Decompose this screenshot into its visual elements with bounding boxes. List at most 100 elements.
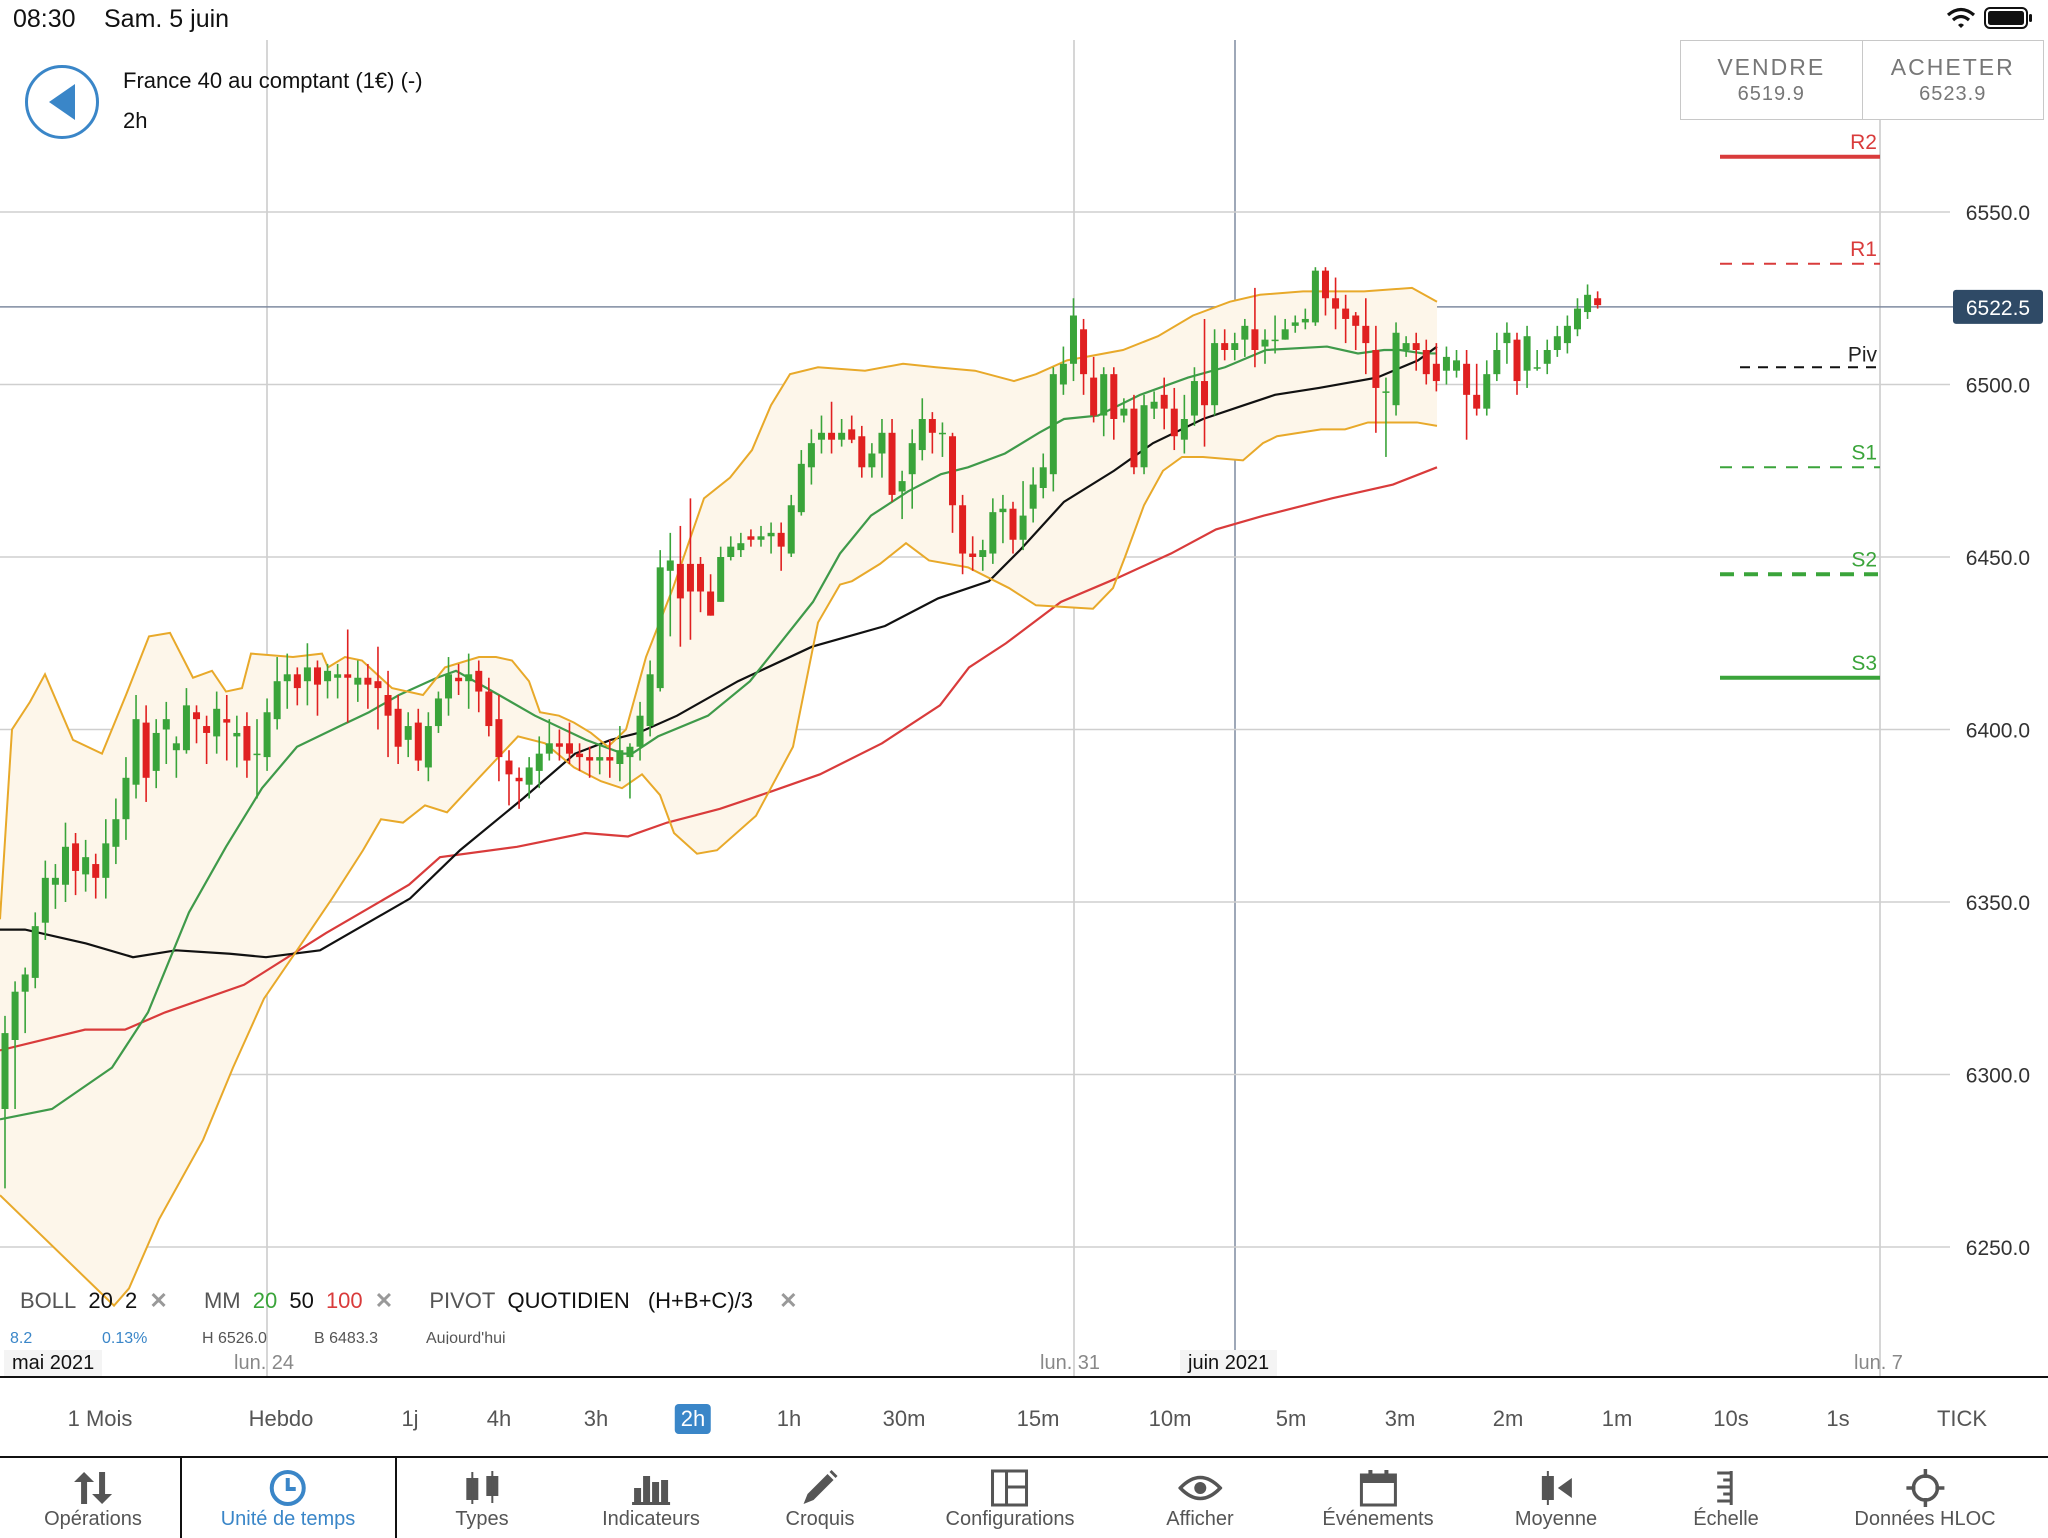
buy-label: ACHETER	[1890, 54, 2015, 80]
tab-sketch-label: Croquis	[785, 1508, 855, 1530]
candle	[787, 494, 795, 557]
tf-2h[interactable]: 2h	[674, 1404, 712, 1434]
candle	[908, 429, 916, 509]
tf-3m[interactable]: 3m	[1384, 1406, 1416, 1431]
candle	[918, 398, 926, 461]
candle	[858, 425, 866, 478]
tf-10m[interactable]: 10m	[1148, 1406, 1192, 1431]
candle	[777, 522, 785, 571]
candle	[1130, 394, 1138, 475]
candle	[1483, 360, 1491, 416]
tab-events[interactable]: Événements	[1322, 1458, 1434, 1538]
candle	[1442, 346, 1450, 385]
candle	[152, 719, 160, 789]
indicator-lines	[0, 286, 1438, 1308]
tab-indicators-label: Indicateurs	[602, 1508, 700, 1530]
candle	[122, 757, 130, 840]
sell-button[interactable]: VENDRE 6519.9	[1681, 41, 1862, 119]
tf-1m[interactable]: 1m	[1601, 1406, 1633, 1431]
candle	[1362, 298, 1370, 375]
tf-1h[interactable]: 1h	[776, 1406, 802, 1431]
ma20-line	[0, 345, 1437, 1121]
tf-tick[interactable]: TICK	[1936, 1406, 1988, 1431]
candle	[807, 429, 815, 485]
tab-display[interactable]: Afficher	[1166, 1458, 1234, 1538]
price-chart[interactable]: R2 R1 Piv S1 S2 S3 6550.0 6500.0 6450.0 6400.0 63…	[0, 0, 2048, 1376]
tab-sketch[interactable]: Croquis	[785, 1458, 855, 1538]
tf-3h[interactable]: 3h	[583, 1406, 609, 1431]
tf-30m[interactable]: 30m	[882, 1406, 926, 1431]
remove-pivot-icon[interactable]: ✕	[779, 1288, 798, 1313]
tf-4h[interactable]: 4h	[486, 1406, 512, 1431]
mm-label[interactable]: MM	[203, 1288, 241, 1313]
candle	[1563, 315, 1571, 354]
tf-15m[interactable]: 15m	[1016, 1406, 1060, 1431]
candle	[1372, 325, 1380, 433]
back-button[interactable]	[25, 65, 99, 139]
candle	[828, 401, 836, 454]
candle	[475, 660, 483, 713]
candle	[193, 705, 201, 744]
candle	[1573, 298, 1581, 337]
candle	[525, 757, 533, 799]
candle	[1382, 377, 1390, 457]
tab-configurations[interactable]: Configurations	[946, 1458, 1074, 1538]
tab-events-label: Événements	[1322, 1508, 1434, 1530]
pivot-label-r2: R2	[1850, 131, 1877, 154]
candle	[717, 546, 725, 602]
candle	[989, 498, 997, 564]
price-tick: 6450.0	[1966, 547, 2030, 570]
date-label-june: juin 2021	[1180, 1350, 1278, 1377]
tab-hloc[interactable]: Données HLOC	[1854, 1458, 1996, 1538]
buy-price: 6523.9	[1919, 83, 1987, 105]
candle	[495, 695, 503, 782]
remove-boll-icon[interactable]: ✕	[149, 1288, 168, 1313]
candle	[1150, 391, 1158, 419]
tf-1s[interactable]: 1s	[1826, 1406, 1850, 1431]
boll-label[interactable]: BOLL	[20, 1288, 77, 1313]
candle	[1493, 332, 1501, 382]
current-price-badge	[1953, 289, 2043, 324]
candle	[969, 536, 977, 571]
indicator-legend: BOLL 20 2 ✕ MM 20 50 100 ✕ PIVOT QUOTIDI…	[20, 1288, 828, 1314]
pivot-label[interactable]: PIVOT	[429, 1288, 496, 1313]
candle	[959, 494, 967, 575]
candle	[1291, 315, 1299, 333]
candle	[1069, 298, 1077, 382]
candle	[223, 695, 231, 761]
tab-types[interactable]: Types	[455, 1458, 509, 1538]
candle	[394, 695, 402, 764]
divider	[0, 1376, 2048, 1378]
candle	[535, 736, 543, 789]
date-label-24: lun. 24	[234, 1352, 295, 1374]
candle	[747, 529, 755, 547]
bollinger-band-area	[0, 287, 1437, 1306]
tab-operations[interactable]: Opérations	[44, 1458, 142, 1538]
candle	[162, 701, 170, 764]
candle	[1120, 398, 1128, 423]
pencil-icon	[803, 1470, 838, 1504]
pivot-label-r1: R1	[1850, 238, 1877, 261]
candle	[102, 819, 110, 899]
candle	[132, 695, 140, 799]
candle	[505, 750, 513, 806]
buy-button[interactable]: ACHETER 6523.9	[1861, 41, 2044, 119]
tf-1-mois[interactable]: 1 Mois	[67, 1406, 133, 1431]
tab-time-unit[interactable]: Unité de temps	[221, 1458, 355, 1538]
candle	[445, 657, 453, 716]
tf-1j[interactable]: 1j	[401, 1406, 419, 1431]
tf-5m[interactable]: 5m	[1275, 1406, 1307, 1431]
price-tick: 6300.0	[1966, 1065, 2030, 1088]
tab-average[interactable]: Moyenne	[1515, 1458, 1597, 1538]
remove-mm-icon[interactable]: ✕	[374, 1288, 394, 1313]
tab-indicators[interactable]: Indicateurs	[602, 1458, 700, 1538]
candle	[545, 719, 553, 761]
tab-scale[interactable]: Échelle	[1693, 1458, 1759, 1538]
candle	[414, 708, 422, 771]
candle	[697, 557, 705, 613]
tf-10s[interactable]: 10s	[1713, 1406, 1749, 1431]
candle	[1231, 332, 1239, 361]
tf-2m[interactable]: 2m	[1492, 1406, 1524, 1431]
tf-hebdo[interactable]: Hebdo	[248, 1406, 314, 1431]
tab-separator	[180, 1458, 182, 1538]
